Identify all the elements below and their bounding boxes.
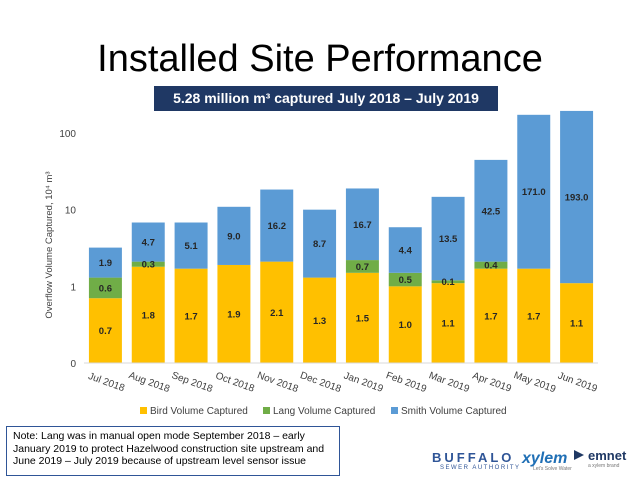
bar-bird-5: [260, 261, 294, 363]
xylem-logo: xylem: [522, 450, 568, 467]
y-tick-label: 0: [70, 359, 76, 370]
bar-smith-4: [217, 206, 251, 265]
x-tick-label: Nov 2018: [256, 370, 300, 395]
data-label: 1.3: [313, 316, 326, 327]
data-label: 13.5: [439, 234, 458, 245]
bar-lang-8: [388, 272, 422, 287]
bar-bird-8: [388, 286, 422, 363]
legend-label: Smith Volume Captured: [401, 406, 507, 417]
data-label: 1.7: [184, 311, 197, 322]
data-label: 1.9: [99, 258, 112, 269]
legend-label: Bird Volume Captured: [150, 406, 248, 417]
y-tick-label: 100: [59, 129, 76, 140]
data-label: 0.7: [99, 326, 112, 337]
data-label: 8.7: [313, 239, 326, 250]
data-label: 193.0: [565, 193, 589, 204]
y-axis: 0 1 10 100: [59, 129, 76, 370]
legend-swatch: [391, 407, 398, 414]
bar-bird-11: [517, 268, 551, 363]
data-label: 1.0: [399, 320, 412, 331]
bar-smith-12: [560, 110, 594, 284]
x-tick-label: Apr 2019: [471, 371, 513, 395]
bar-labels-group: 0.7 0.6 1.9 1.8 0.3 4.7 1.7 5.1 1.9 9.0 2.1 16.2 1.3…: [99, 187, 589, 337]
buffalo-logo: BUFFALO: [432, 450, 515, 465]
note-box: Note: Lang was in manual open mode Septe…: [6, 426, 340, 476]
legend-label: Lang Volume Captured: [273, 406, 375, 417]
emnet-logo-tagline: a xylem brand: [588, 463, 620, 469]
data-label: 0.1: [441, 277, 455, 288]
bar-bird-1: [88, 298, 122, 363]
bar-lang-2: [131, 261, 165, 267]
x-tick-label: Jan 2019: [342, 370, 385, 395]
data-label: 0.7: [356, 262, 369, 273]
bar-bird-4: [217, 264, 251, 363]
bar-smith-1: [88, 247, 122, 278]
data-label: 1.1: [441, 319, 455, 330]
data-label: 0.6: [99, 283, 112, 294]
bars-group: [88, 110, 594, 363]
x-tick-label: Jun 2019: [556, 370, 599, 395]
bar-bird-12: [560, 283, 594, 363]
data-label: 1.7: [484, 311, 497, 322]
y-tick-label: 10: [65, 206, 77, 217]
data-label: 1.9: [227, 309, 240, 320]
bar-bird-6: [303, 277, 337, 363]
data-label: 0.3: [142, 260, 155, 271]
y-axis-label: Overflow Volume Captured, 10⁴ m³: [44, 171, 55, 318]
slide-subtitle: 5.28 million m³ captured July 2018 – Jul…: [154, 86, 498, 111]
data-label: 0.4: [484, 261, 498, 272]
data-label: 2.1: [270, 308, 284, 319]
bar-smith-3: [174, 222, 208, 269]
y-tick-label: 1: [70, 282, 76, 293]
bar-lang-9: [431, 280, 465, 284]
bar-smith-2: [131, 222, 165, 262]
x-tick-label: Feb 2019: [384, 370, 428, 395]
data-label: 1.5: [356, 313, 370, 324]
data-label: 0.5: [399, 275, 413, 286]
x-tick-label: Jul 2018: [87, 371, 127, 394]
legend: Bird Volume Captured Lang Volume Captured…: [140, 406, 507, 417]
bar-smith-8: [388, 227, 422, 273]
bar-lang-7: [345, 260, 379, 273]
data-label: 4.4: [399, 246, 413, 257]
x-tick-label: Sep 2018: [170, 370, 214, 395]
bar-bird-3: [174, 268, 208, 363]
x-tick-label: Oct 2018: [214, 371, 256, 395]
x-tick-label: Mar 2019: [427, 370, 471, 395]
bar-bird-2: [131, 266, 165, 363]
buffalo-logo-subtitle: SEWER AUTHORITY: [440, 465, 521, 471]
slide-title: Installed Site Performance: [97, 38, 543, 80]
legend-swatch: [263, 407, 270, 414]
stacked-bar-chart: 0.7 0.6 1.9 1.8 0.3 4.7 1.7 5.1 1.9 9.0 2.1 16.2 1.3…: [44, 110, 599, 417]
bar-smith-9: [431, 196, 465, 281]
data-label: 1.1: [570, 319, 584, 330]
data-label: 1.8: [142, 310, 155, 321]
bar-smith-7: [345, 188, 379, 261]
x-tick-label: Aug 2018: [127, 370, 171, 395]
data-label: 171.0: [522, 187, 546, 198]
x-tick-label: May 2019: [512, 370, 557, 396]
data-label: 16.2: [268, 221, 287, 232]
data-label: 5.1: [184, 241, 198, 252]
emnet-logo-icon: [574, 450, 584, 460]
bar-smith-10: [474, 159, 508, 262]
legend-swatch: [140, 407, 147, 414]
xylem-logo-tagline: Let's Solve Water: [533, 466, 572, 472]
bar-lang-1: [88, 277, 122, 299]
bar-bird-10: [474, 268, 508, 363]
bar-smith-5: [260, 189, 294, 262]
bar-bird-9: [431, 283, 465, 363]
bar-bird-7: [345, 272, 379, 363]
bar-smith-11: [517, 114, 551, 269]
x-tick-label: Dec 2018: [298, 370, 342, 395]
data-label: 1.7: [527, 311, 540, 322]
data-label: 9.0: [227, 231, 240, 242]
emnet-logo: emnet: [588, 448, 627, 463]
data-label: 4.7: [142, 238, 155, 249]
data-label: 16.7: [353, 220, 372, 231]
data-label: 42.5: [482, 206, 501, 217]
bar-smith-6: [303, 209, 337, 278]
bar-lang-10: [474, 261, 508, 269]
